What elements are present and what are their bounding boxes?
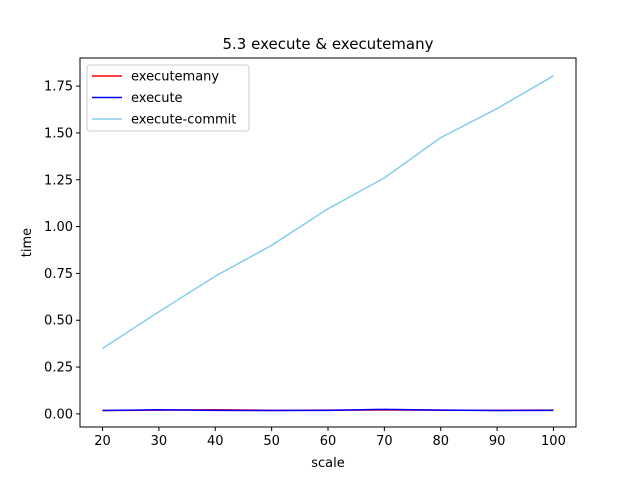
series-line-execute: [102, 408, 554, 412]
x-tick-label: 30: [151, 434, 168, 449]
x-tick-label: 60: [320, 434, 337, 449]
legend-label-execute: execute: [131, 91, 183, 106]
y-tick-label: 1.75: [44, 80, 73, 95]
series-lines: [102, 75, 555, 412]
data-point-execute-commit: [271, 245, 273, 247]
data-point-execute: [158, 409, 160, 411]
x-tick-label: 90: [489, 434, 506, 449]
y-tick-label: 0.00: [44, 407, 73, 422]
data-point-execute: [496, 410, 498, 412]
legend-label-execute-commit: execute-commit: [131, 113, 236, 128]
series-line-execute-commit: [102, 75, 554, 349]
x-tick-label: 20: [94, 434, 111, 449]
y-tick-label: 0.50: [44, 314, 73, 329]
x-tick-label: 50: [263, 434, 280, 449]
y-tick-label: 1.50: [44, 126, 73, 141]
data-point-execute: [384, 409, 386, 411]
data-point-execute-commit: [102, 348, 104, 350]
legend: executemany execute execute-commit: [86, 64, 250, 132]
data-point-execute-commit: [496, 108, 498, 110]
data-point-execute: [440, 409, 442, 411]
x-tick-label: 100: [541, 434, 566, 449]
y-tick-label: 1.25: [44, 173, 73, 188]
data-point-execute-commit: [214, 275, 216, 277]
data-point-execute-commit: [384, 177, 386, 179]
axis-ticks: 20 30 40 50 60 70 80 90 100 0.00 0.25 0.50 0.75 1.00 1…: [44, 80, 566, 449]
x-tick-label: 40: [207, 434, 224, 449]
data-point-execute: [214, 410, 216, 412]
data-point-execute-commit: [158, 311, 160, 313]
y-tick-label: 0.75: [44, 267, 73, 282]
data-point-execute-commit: [440, 137, 442, 139]
plot-area-frame: [79, 57, 577, 428]
data-point-execute: [553, 410, 555, 412]
data-point-execute-commit: [553, 75, 555, 77]
x-tick-label: 70: [376, 434, 393, 449]
chart-title: 5.3 execute & executemany: [223, 35, 434, 53]
data-point-execute: [102, 410, 104, 412]
data-point-execute: [327, 410, 329, 412]
data-point-execute-commit: [327, 208, 329, 210]
y-axis-label: time: [20, 228, 35, 257]
legend-label-executemany: executemany: [131, 70, 219, 85]
x-axis-label: scale: [311, 456, 345, 471]
legend-box: [86, 64, 250, 132]
y-tick-label: 0.25: [44, 361, 73, 376]
data-point-execute: [271, 410, 273, 412]
x-tick-label: 80: [432, 434, 449, 449]
y-tick-label: 1.00: [44, 220, 73, 235]
